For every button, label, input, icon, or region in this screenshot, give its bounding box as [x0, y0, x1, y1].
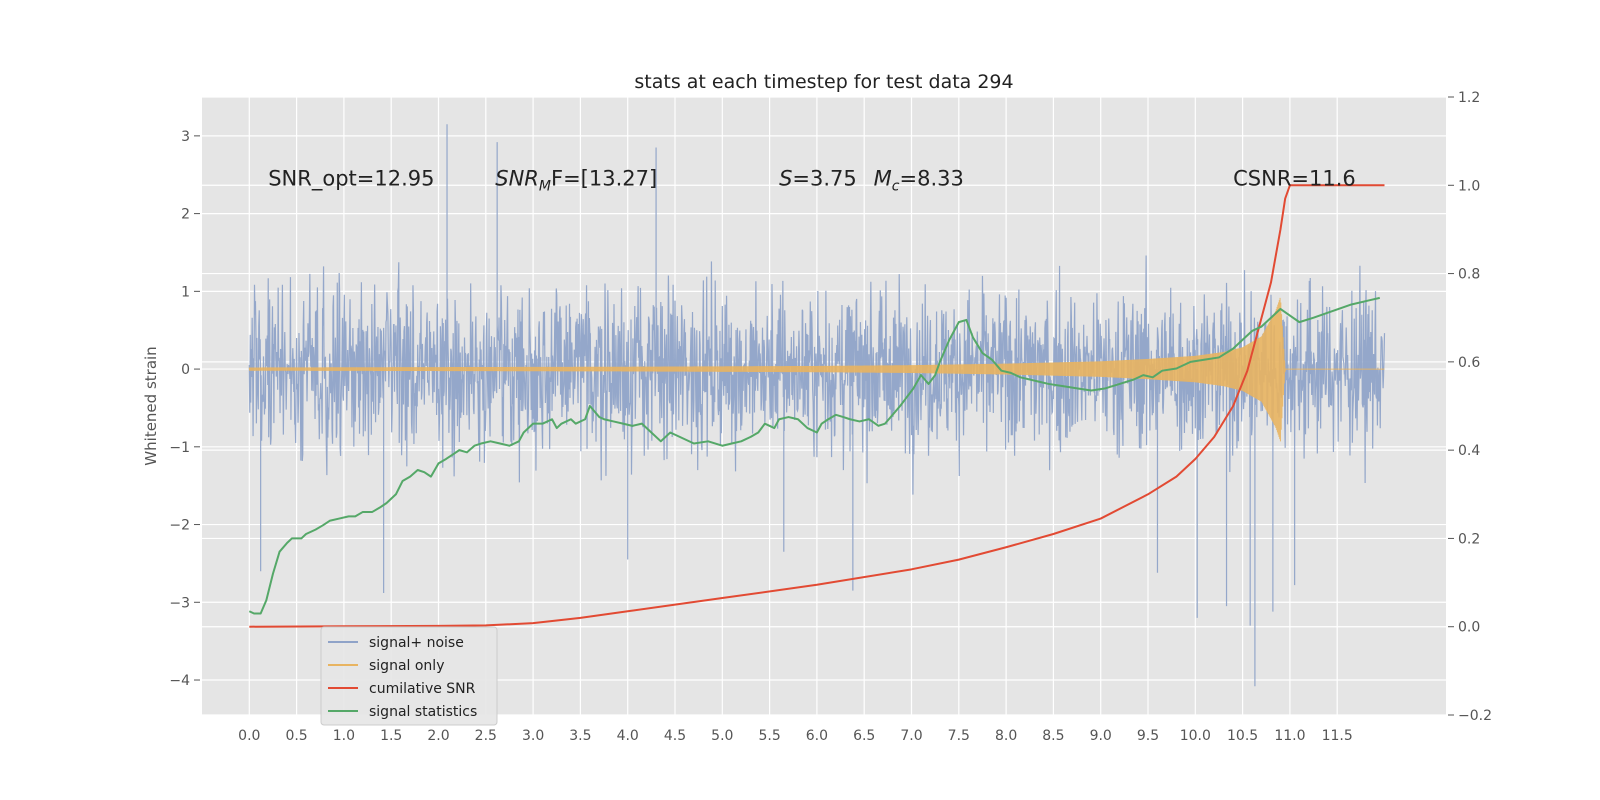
x-tick-label: 0.0 — [238, 728, 260, 744]
y-left-tick-label: 0 — [181, 362, 190, 378]
x-tick-label: 11.0 — [1274, 728, 1305, 744]
x-tick-label: 7.0 — [900, 728, 922, 744]
series-signal-noise-line — [248, 124, 1386, 687]
annotation-text: CSNR=11.6 — [1233, 167, 1356, 191]
series-signal-statistics-line — [248, 296, 1381, 615]
y-right-tick-label: 0.8 — [1458, 267, 1480, 283]
x-tick-label: 2.0 — [427, 728, 449, 744]
y-left-tick-label: −4 — [169, 673, 190, 689]
y-right-tick-label: −0.2 — [1458, 708, 1492, 724]
y-right-tick-label: 0.4 — [1458, 443, 1480, 459]
x-tick-label: 2.5 — [475, 728, 497, 744]
x-tick-label: 11.5 — [1322, 728, 1353, 744]
x-tick-label: 9.5 — [1137, 728, 1159, 744]
annotations: SNR_opt=12.95 SNRMF=[13.27] S=3.75 Mc=8.33 C… — [268, 167, 1356, 195]
legend-label: signal statistics — [369, 704, 477, 720]
series-layer — [248, 124, 1386, 687]
x-tick-label: 7.5 — [948, 728, 970, 744]
chart-title: stats at each timestep for test data 294 — [634, 71, 1013, 93]
x-tick-label: 4.0 — [617, 728, 639, 744]
x-tick-label: 5.0 — [711, 728, 733, 744]
x-tick-label: 3.5 — [569, 728, 591, 744]
y-right-tick-label: 1.0 — [1458, 178, 1480, 194]
x-axis-ticks: 0.0 0.5 1.0 1.5 2.0 2.5 3.0 3.5 4.0 4.5 5.0 5.5 6.0 6… — [238, 728, 1353, 744]
y-right-tick-label: 0.0 — [1458, 620, 1480, 636]
x-tick-label: 1.0 — [333, 728, 355, 744]
y-left-tick-label: −1 — [169, 440, 190, 456]
y-left-tick-label: −2 — [169, 518, 190, 534]
y-axis-left-ticks: 3 2 1 0 −1 −2 −3 −4 — [169, 129, 200, 689]
y-axis-right-ticks: 1.2 1.0 0.8 0.6 0.4 0.2 0.0 −0.2 — [1448, 90, 1492, 724]
x-tick-label: 3.0 — [522, 728, 544, 744]
series-signal-only-line — [248, 297, 1385, 442]
legend-box — [320, 626, 498, 726]
x-tick-label: 4.5 — [664, 728, 686, 744]
y-right-tick-label: 1.2 — [1458, 90, 1480, 106]
x-tick-label: 10.0 — [1180, 728, 1211, 744]
x-tick-label: 1.5 — [380, 728, 402, 744]
x-tick-label: 6.0 — [806, 728, 828, 744]
annotation-text: SNR_opt=12.95 — [268, 167, 434, 192]
y-left-tick-label: 2 — [181, 207, 190, 223]
series-cumulative-snr-line — [249, 184, 1385, 628]
x-tick-label: 10.5 — [1227, 728, 1258, 744]
x-tick-label: 9.0 — [1090, 728, 1112, 744]
x-tick-label: 8.5 — [1042, 728, 1064, 744]
x-tick-label: 5.5 — [758, 728, 780, 744]
y-left-tick-label: 1 — [181, 284, 190, 300]
annotation-text: S=3.75 — [779, 167, 857, 191]
x-tick-label: 8.0 — [995, 728, 1017, 744]
x-tick-label: 6.5 — [853, 728, 875, 744]
legend-label: cumilative SNR — [369, 681, 476, 697]
x-tick-label: 0.5 — [285, 728, 307, 744]
y-right-tick-label: 0.2 — [1458, 531, 1480, 547]
annotation-text: Mc=8.33 — [874, 167, 964, 195]
y-left-tick-label: −3 — [169, 595, 190, 611]
legend: signal+ noise signal only cumilative SNR si… — [320, 626, 498, 726]
legend-label: signal+ noise — [369, 635, 464, 651]
legend-label: signal only — [369, 658, 444, 674]
y-left-tick-label: 3 — [181, 129, 190, 145]
y-right-tick-label: 0.6 — [1458, 355, 1480, 371]
annotation-text: SNRMF=[13.27] — [495, 167, 657, 195]
y-axis-label: Whitened strain — [142, 346, 160, 465]
